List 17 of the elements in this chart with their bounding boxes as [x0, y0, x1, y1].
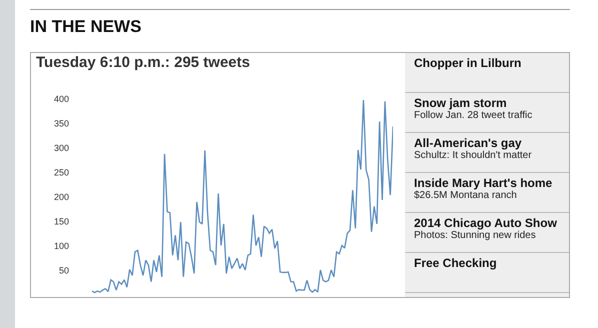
text: Free Checking [414, 256, 498, 270]
text: All-American's gay Schultz: It shouldn't matter [414, 136, 533, 161]
y-tick-label: 100 [54, 241, 69, 252]
y-tick-label: 50 [58, 266, 69, 276]
text: Snow jam storm Follow Jan. 28 tweet traffic [414, 96, 534, 121]
y-tick-label: 150 [54, 216, 69, 227]
y-tick-label: 300 [54, 143, 69, 154]
text: Inside Mary Hart's home $26.5M Montana ranch [414, 176, 554, 201]
y-tick-label: 400 [54, 94, 69, 104]
chart-title: IN THE NEWS [30, 17, 142, 37]
y-tick-label: 250 [54, 168, 69, 178]
line-series [92, 99, 393, 294]
chart-subtitle: Tuesday 6:10 p.m.: 295 tweets [36, 54, 250, 71]
y-tick-label: 200 [54, 192, 69, 202]
text: Chopper in Lilburn [414, 56, 522, 70]
y-tick-label: 350 [54, 118, 69, 129]
text: 2014 Chicago Auto Show Photos: Stunning new rides [414, 216, 558, 241]
